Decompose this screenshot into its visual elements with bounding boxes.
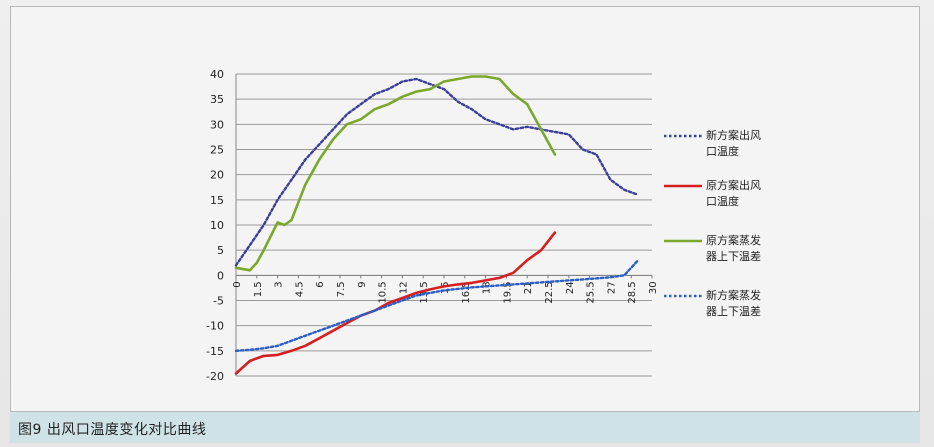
- series-line-0: [234, 77, 640, 267]
- x-tick-label: 10.5: [378, 281, 389, 303]
- y-tick-label: 15: [210, 194, 224, 207]
- y-tick-label: -5: [213, 295, 224, 308]
- legend-label-0: 新方案出风口温度: [706, 129, 761, 158]
- series-line-2: [234, 75, 557, 272]
- legend-label-2: 原方案蒸发器上下温差: [706, 234, 761, 263]
- x-tick-label: 0: [232, 281, 243, 287]
- x-tick-label: 1.5: [253, 281, 264, 297]
- legend-label-3: 新方案蒸发器上下温差: [706, 289, 761, 318]
- x-tick-label: 25.5: [586, 281, 597, 303]
- legend: [664, 134, 702, 298]
- gridlines: [235, 73, 653, 377]
- y-tick-label: -10: [206, 320, 224, 333]
- x-tick-label: 19.5: [502, 281, 513, 303]
- y-tick-label: 5: [217, 244, 224, 257]
- x-tick-label: 7.5: [336, 281, 347, 297]
- x-tick-label: 22.5: [544, 281, 555, 303]
- y-tick-label: -20: [206, 370, 224, 383]
- y-tick-labels: 40 35 30 25 20 15 10 5 0 -5 -10 -15 -20: [206, 68, 224, 383]
- y-tick-label: 25: [210, 144, 224, 157]
- series-line-3: [234, 259, 640, 352]
- x-tick-label: 18: [482, 281, 493, 294]
- figure-caption: 图9 出风口温度变化对比曲线: [18, 422, 207, 438]
- x-tick-label: 21: [523, 281, 534, 294]
- y-tick-label: 35: [210, 93, 224, 106]
- series-line-1: [234, 231, 557, 375]
- x-tick-label: 9: [357, 281, 368, 287]
- x-tick-label: 3: [274, 281, 285, 287]
- x-tick-label: 16.5: [461, 281, 472, 303]
- x-tick-label: 6: [315, 281, 326, 287]
- x-tick-label: 27: [606, 281, 617, 294]
- y-tick-label: 10: [210, 219, 224, 232]
- caption-bar: 图9 出风口温度变化对比曲线: [10, 412, 920, 443]
- x-tick-label: 12: [398, 281, 409, 294]
- y-tick-label: 30: [210, 118, 224, 131]
- y-tick-label: 40: [210, 68, 224, 81]
- x-tick-labels: 0 1.5 3 4.5 6 7.5 9 10.5 12 13.5 15 16.5 18 19.5 21 22.…: [232, 281, 659, 303]
- x-tick-label: 30: [648, 281, 659, 294]
- legend-label-1: 原方案出风口温度: [706, 179, 761, 208]
- x-tick-label: 24: [565, 281, 576, 294]
- x-tick-label: 13.5: [419, 281, 430, 303]
- x-tick-label: 15: [440, 281, 451, 294]
- y-tick-label: 20: [210, 169, 224, 182]
- y-tick-label: 0: [217, 269, 224, 282]
- x-tick-label: 4.5: [294, 281, 305, 297]
- series-lines: [234, 75, 640, 375]
- x-tick-label: 28.5: [627, 281, 638, 303]
- y-tick-label: -15: [206, 345, 224, 358]
